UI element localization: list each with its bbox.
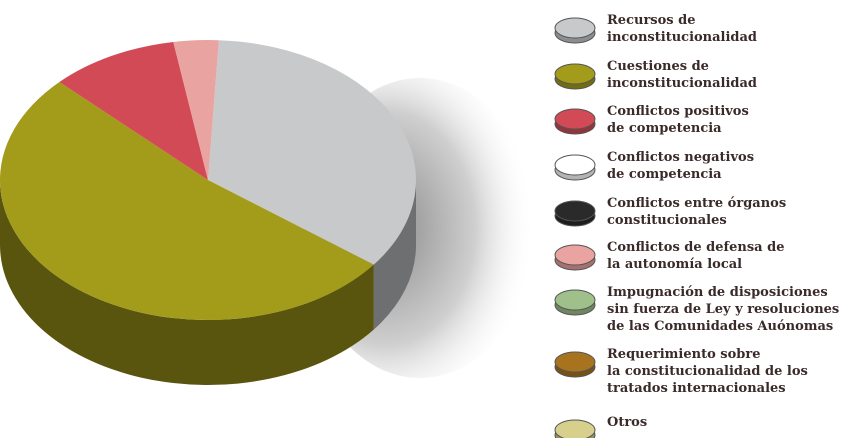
legend-swatch xyxy=(554,244,596,266)
legend-swatch xyxy=(554,154,596,176)
legend-label: Conflictos positivos de competencia xyxy=(607,104,749,136)
pie-slice-side xyxy=(373,180,416,330)
legend-label: Cuestiones de inconstitucionalidad xyxy=(607,59,757,91)
legend-label: Conflictos entre órganos constitucionales xyxy=(607,196,786,228)
legend-label: Recursos de inconstitucionalidad xyxy=(607,13,757,45)
legend: Recursos de inconstitucionalidad Cuestione… xyxy=(554,13,839,438)
pie-slice xyxy=(0,82,374,320)
legend-swatch xyxy=(554,17,596,39)
legend-label: Impugnación de disposiciones sin fuerza d… xyxy=(607,285,839,334)
legend-label: Conflictos de defensa de la autonomía loc… xyxy=(607,240,785,272)
legend-label: Requerimiento sobre la constitucionalidad… xyxy=(607,347,808,396)
legend-swatch xyxy=(554,200,596,222)
legend-swatch xyxy=(554,289,596,311)
legend-label: Conflictos negativos de competencia xyxy=(607,150,754,182)
legend-swatch xyxy=(554,351,596,373)
pie-slice xyxy=(208,40,417,265)
legend-swatch xyxy=(554,108,596,130)
pie-slice xyxy=(59,41,209,180)
pie-slice-side xyxy=(0,180,374,385)
legend-label: Otros xyxy=(607,415,647,430)
pie xyxy=(0,40,417,385)
pie-slice xyxy=(173,40,219,181)
legend-swatch xyxy=(554,419,596,438)
legend-swatch xyxy=(554,63,596,85)
